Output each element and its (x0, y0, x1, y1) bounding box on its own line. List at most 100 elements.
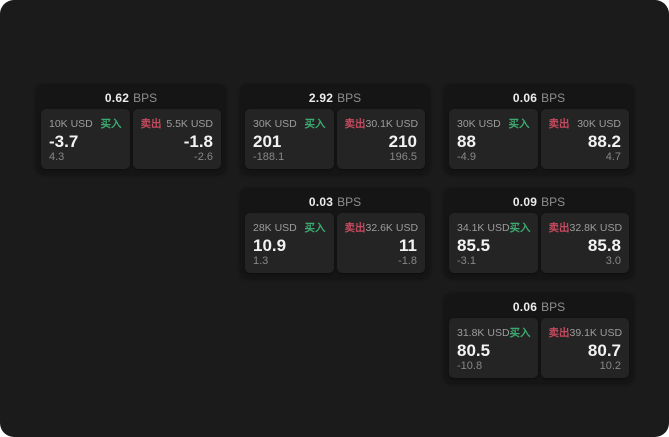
sell-delta: 196.5 (389, 151, 417, 163)
sell-side-label: 卖出 (344, 222, 366, 234)
sell-side-label: 卖出 (548, 118, 570, 130)
bps-unit-label: BPS (337, 194, 362, 209)
bps-value: 0.62 (104, 90, 130, 105)
sell-delta: -2.6 (194, 151, 213, 163)
quote-card: 0.06 BPS 31.8K USD 买入 80.5 -10.8 卖出 39.1… (444, 293, 634, 383)
bps-header: 0.06 BPS (444, 293, 634, 318)
buy-panel[interactable]: 10K USD 买入 -3.7 4.3 (41, 109, 130, 169)
buy-price: 88 (457, 131, 476, 151)
buy-side-label: 买入 (509, 327, 531, 339)
buy-price: 85.5 (457, 235, 491, 255)
sell-price: 85.8 (587, 235, 621, 255)
buy-side-label: 买入 (304, 118, 326, 130)
bps-unit-label: BPS (337, 90, 362, 105)
buy-panel[interactable]: 28K USD 买入 10.9 1.3 (245, 213, 334, 273)
quote-panels: 30K USD 买入 201 -188.1 卖出 30.1K USD 210 1… (240, 109, 430, 174)
buy-label-row: 30K USD 买入 (457, 116, 530, 131)
buy-delta: -188.1 (253, 151, 285, 163)
sell-size-label: 5.5K USD (166, 117, 213, 130)
buy-price: 201 (253, 131, 282, 151)
sell-delta: -1.8 (398, 255, 417, 267)
buy-size-label: 30K USD (253, 117, 297, 130)
sell-side-label: 卖出 (344, 118, 366, 130)
quote-card: 0.06 BPS 30K USD 买入 88 -4.9 卖出 30K USD 8… (444, 84, 634, 174)
buy-size-label: 31.8K USD (457, 326, 510, 339)
buy-label-row: 10K USD 买入 (49, 116, 122, 131)
bps-unit-label: BPS (133, 90, 158, 105)
buy-delta: -10.8 (457, 360, 483, 372)
quote-panels: 10K USD 买入 -3.7 4.3 卖出 5.5K USD -1.8 -2.… (36, 109, 226, 174)
buy-size-label: 34.1K USD (457, 221, 510, 234)
quote-card: 0.09 BPS 34.1K USD 买入 85.5 -3.1 卖出 32.8K… (444, 188, 634, 278)
bps-header: 0.09 BPS (444, 188, 634, 213)
bps-value: 0.09 (512, 194, 538, 209)
buy-label-row: 34.1K USD 买入 (457, 220, 531, 235)
buy-delta: 4.3 (49, 151, 65, 163)
buy-delta: -4.9 (457, 151, 476, 163)
buy-panel[interactable]: 30K USD 买入 201 -188.1 (245, 109, 334, 169)
sell-size-label: 32.6K USD (365, 221, 419, 234)
buy-side-label: 买入 (304, 222, 326, 234)
buy-size-label: 30K USD (457, 117, 501, 130)
buy-panel[interactable]: 34.1K USD 买入 85.5 -3.1 (449, 213, 538, 273)
sell-label-row: 卖出 32.8K USD (548, 220, 623, 235)
buy-size-label: 28K USD (253, 221, 297, 234)
buy-price: -3.7 (49, 131, 79, 151)
buy-side-label: 买入 (508, 118, 530, 130)
quote-panels: 28K USD 买入 10.9 1.3 卖出 32.6K USD 11 -1.8 (240, 213, 430, 278)
sell-delta: 3.0 (605, 255, 621, 267)
buy-price: 10.9 (253, 235, 287, 255)
quote-card: 0.62 BPS 10K USD 买入 -3.7 4.3 卖出 5.5K USD… (36, 84, 226, 174)
sell-panel[interactable]: 卖出 30.1K USD 210 196.5 (336, 109, 425, 169)
buy-panel[interactable]: 31.8K USD 买入 80.5 -10.8 (449, 318, 538, 378)
buy-label-row: 30K USD 买入 (253, 116, 326, 131)
sell-size-label: 30K USD (577, 117, 621, 130)
buy-delta: -3.1 (457, 255, 476, 267)
quote-panels: 34.1K USD 买入 85.5 -3.1 卖出 32.8K USD 85.8… (444, 213, 634, 278)
sell-panel[interactable]: 卖出 5.5K USD -1.8 -2.6 (132, 109, 221, 169)
buy-label-row: 28K USD 买入 (253, 220, 326, 235)
sell-delta: 10.2 (599, 360, 621, 372)
sell-side-label: 卖出 (548, 222, 570, 234)
sell-price: 88.2 (587, 131, 621, 151)
buy-side-label: 买入 (100, 118, 122, 130)
buy-size-label: 10K USD (49, 117, 93, 130)
sell-label-row: 卖出 39.1K USD (549, 325, 623, 340)
buy-delta: 1.3 (253, 255, 269, 267)
bps-unit-label: BPS (541, 299, 566, 314)
sell-price: -1.8 (183, 131, 213, 151)
bps-unit-label: BPS (541, 90, 566, 105)
sell-panel[interactable]: 卖出 30K USD 88.2 4.7 (540, 109, 629, 169)
buy-label-row: 31.8K USD 买入 (457, 325, 531, 340)
bps-value: 2.92 (308, 90, 334, 105)
sell-size-label: 39.1K USD (569, 326, 623, 339)
sell-panel[interactable]: 卖出 32.6K USD 11 -1.8 (336, 213, 425, 273)
bps-value: 0.03 (308, 194, 334, 209)
sell-label-row: 卖出 32.6K USD (344, 220, 419, 235)
bps-value: 0.06 (512, 299, 538, 314)
sell-label-row: 卖出 5.5K USD (141, 116, 214, 131)
bps-value: 0.06 (512, 90, 538, 105)
sell-panel[interactable]: 卖出 39.1K USD 80.7 10.2 (540, 318, 629, 378)
sell-label-row: 卖出 30K USD (549, 116, 622, 131)
quote-panels: 31.8K USD 买入 80.5 -10.8 卖出 39.1K USD 80.… (444, 318, 634, 383)
sell-price: 11 (399, 235, 417, 255)
bps-header: 0.03 BPS (240, 188, 430, 213)
sell-price: 80.7 (587, 340, 621, 360)
bps-unit-label: BPS (541, 194, 566, 209)
sell-panel[interactable]: 卖出 32.8K USD 85.8 3.0 (540, 213, 629, 273)
sell-delta: 4.7 (605, 151, 621, 163)
sell-size-label: 32.8K USD (569, 221, 623, 234)
quote-panels: 30K USD 买入 88 -4.9 卖出 30K USD 88.2 4.7 (444, 109, 634, 174)
sell-size-label: 30.1K USD (365, 117, 419, 130)
sell-side-label: 卖出 (140, 118, 162, 130)
bps-header: 2.92 BPS (240, 84, 430, 109)
quote-card: 2.92 BPS 30K USD 买入 201 -188.1 卖出 30.1K … (240, 84, 430, 174)
buy-side-label: 买入 (509, 222, 531, 234)
bps-header: 0.06 BPS (444, 84, 634, 109)
buy-panel[interactable]: 30K USD 买入 88 -4.9 (449, 109, 538, 169)
sell-price: 210 (388, 131, 417, 151)
buy-price: 80.5 (457, 340, 491, 360)
bps-header: 0.62 BPS (36, 84, 226, 109)
